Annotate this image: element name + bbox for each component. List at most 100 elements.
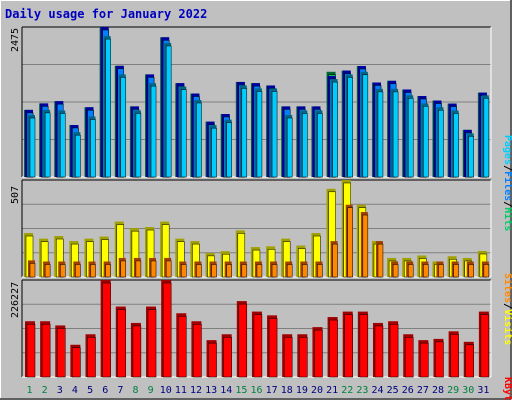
x-tick-label: 17 <box>266 385 278 396</box>
x-tick-label: 28 <box>432 385 444 396</box>
pages-bar <box>181 89 187 178</box>
kbytes-bar <box>268 318 278 378</box>
sites-bar <box>75 264 81 278</box>
kbytes-bar <box>420 342 429 378</box>
x-tick-label: 3 <box>57 385 63 396</box>
sites-bar <box>286 264 293 278</box>
sites-bar <box>483 264 490 278</box>
pages-bar <box>468 136 474 178</box>
axis-title-hits: Hits <box>502 207 512 231</box>
pages-bar <box>44 112 51 178</box>
sites-bar <box>332 243 338 278</box>
sites-bar <box>438 264 444 278</box>
pages-bar <box>302 113 308 178</box>
sites-bar <box>150 260 157 278</box>
sites-bar <box>181 264 187 278</box>
kbytes-panel <box>21 279 492 378</box>
axis-title-pages: Pages <box>502 135 512 165</box>
x-tick-label: 23 <box>356 385 368 396</box>
kbytes-bar <box>178 316 187 378</box>
pages-bar <box>150 85 157 178</box>
x-tick-label: 1 <box>27 385 33 396</box>
kbytes-bar <box>117 309 127 378</box>
pages-bar <box>271 91 278 178</box>
x-tick-label: 5 <box>87 385 93 396</box>
x-tick-label: 20 <box>311 385 323 396</box>
x-tick-label: 30 <box>462 385 474 396</box>
pages-bar <box>423 106 429 178</box>
x-tick-label: 24 <box>372 385 384 396</box>
kbytes-axis-title: KBytes <box>502 377 512 400</box>
kbytes-bar <box>238 303 248 378</box>
x-tick-label: 10 <box>160 385 172 396</box>
pages-bar <box>90 119 96 178</box>
x-tick-label: 25 <box>387 385 399 396</box>
kbytes-bar <box>26 323 36 378</box>
pages-bar <box>211 127 217 178</box>
sites-bar <box>347 207 353 278</box>
kbytes-bar <box>193 323 202 378</box>
kbytes-bar <box>344 314 353 378</box>
sites-bar <box>29 263 36 278</box>
pages-bar <box>483 98 490 178</box>
sites-bar <box>165 260 172 278</box>
kbytes-bar <box>374 325 384 378</box>
x-axis-labels: 1 2 3 4 5 6 7 8 9 10 11 12 13 14 15 16 17 18 19 20 21 22 23 24 2… <box>27 385 490 396</box>
kbytes-bar <box>359 314 369 378</box>
pages-bar <box>317 113 323 178</box>
kbytes-bar <box>72 347 81 378</box>
visits-ymax-label: 507 <box>10 186 21 204</box>
kbytes-bar <box>223 337 232 378</box>
sites-bar <box>468 264 474 278</box>
axis-title-sep2: / <box>502 201 512 207</box>
x-tick-label: 21 <box>326 385 338 396</box>
x-tick-label: 14 <box>220 385 232 396</box>
pages-bar <box>241 88 248 178</box>
x-tick-label: 18 <box>281 385 293 396</box>
sites-bar <box>453 264 459 278</box>
pages-bar <box>105 38 111 178</box>
x-tick-label: 7 <box>117 385 123 396</box>
kbytes-bar <box>102 282 111 378</box>
pages-bar <box>29 117 36 178</box>
sites-bar <box>135 260 142 278</box>
kbytes-bar <box>435 341 444 378</box>
pages-bar <box>377 91 384 178</box>
pages-bar <box>392 91 399 178</box>
pages-bar <box>347 77 353 178</box>
kbytes-bar <box>480 314 490 378</box>
axis-title-sep3: / <box>502 303 512 309</box>
sites-bar <box>377 243 384 278</box>
pages-bar <box>135 113 142 178</box>
sites-bar <box>392 264 399 278</box>
kbytes-bar <box>253 314 263 378</box>
kbytes-bar <box>57 328 66 378</box>
pages-bar <box>453 113 459 178</box>
sites-bar <box>317 264 323 278</box>
hits-files-pages-panel <box>21 26 492 178</box>
kbytes-bar <box>162 282 172 378</box>
x-tick-label: 19 <box>296 385 308 396</box>
kbytes-bar <box>389 323 399 378</box>
kbytes-bar <box>41 323 51 378</box>
axis-title-visits: Visits <box>502 309 512 345</box>
kbytes-bar <box>147 309 157 378</box>
x-tick-label: 13 <box>205 385 217 396</box>
kbytes-bar <box>404 337 414 378</box>
sites-bar <box>226 264 232 278</box>
x-tick-label: 2 <box>42 385 48 396</box>
pages-bar <box>362 74 369 178</box>
sites-bar <box>256 264 263 278</box>
sites-bar <box>105 264 111 278</box>
x-tick-label: 22 <box>341 385 353 396</box>
x-tick-label: 9 <box>148 385 154 396</box>
pages-bar <box>332 81 338 178</box>
visits-axis-title: Sites/Visits <box>502 273 512 345</box>
kbytes-bar <box>450 334 459 378</box>
pages-bar <box>60 113 66 178</box>
sites-bar <box>241 264 248 278</box>
sites-bar <box>271 264 278 278</box>
pages-bar <box>407 98 414 178</box>
pages-bar <box>226 122 232 178</box>
